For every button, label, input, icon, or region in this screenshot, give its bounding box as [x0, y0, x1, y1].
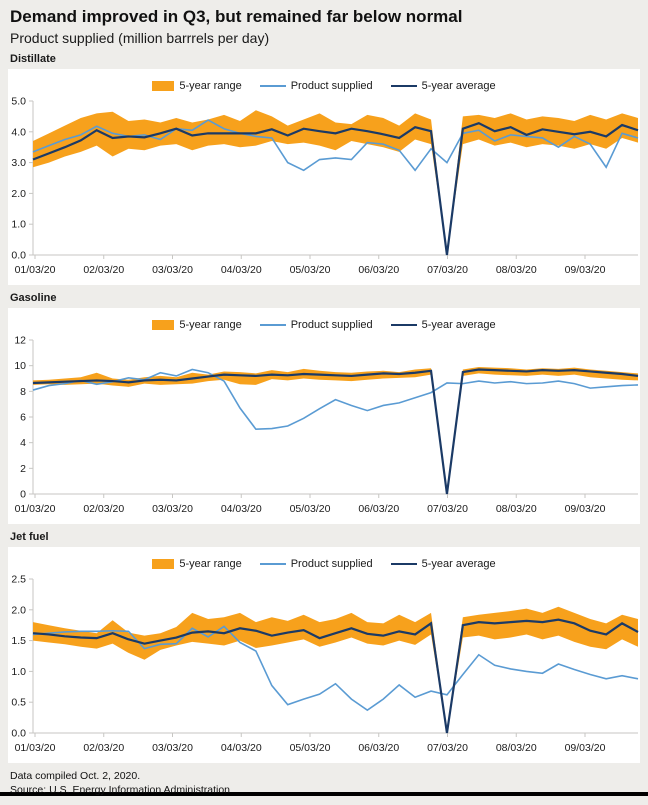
y-tick-label: 1.5 — [11, 635, 26, 647]
legend-line-light-swatch — [259, 562, 286, 565]
legend-label: 5-year average — [421, 318, 496, 331]
x-tick-label: 08/03/20 — [496, 503, 537, 515]
legend-item: 5-year range — [152, 318, 242, 331]
x-tick-label: 01/03/20 — [15, 264, 56, 276]
y-tick-label: 2.0 — [11, 187, 26, 199]
five-year-average-line — [32, 367, 639, 494]
five-year-range-band — [33, 109, 638, 255]
x-tick-label: 04/03/20 — [221, 742, 262, 754]
y-tick-label: 1.0 — [11, 218, 26, 230]
x-tick-label: 02/03/20 — [83, 503, 124, 515]
y-tick-label: 0 — [20, 488, 26, 500]
legend-band-swatch — [152, 80, 175, 91]
legend-item: Product supplied — [259, 318, 373, 331]
legend-line-light-swatch — [259, 84, 286, 87]
y-tick-label: 0.5 — [11, 696, 26, 708]
x-tick-label: 09/03/20 — [565, 742, 606, 754]
header: Demand improved in Q3, but remained far … — [0, 0, 648, 46]
x-tick-label: 09/03/20 — [565, 264, 606, 276]
y-tick-label: 5.0 — [11, 95, 26, 107]
legend-jet-fuel: 5-year range Product supplied 5-year avera… — [8, 547, 640, 573]
y-tick-label: 4.0 — [11, 126, 26, 138]
footer: Data compiled Oct. 2, 2020. Source: U.S.… — [0, 763, 648, 805]
legend-item: 5-year average — [390, 557, 496, 570]
gasoline-chart-panel: 5-year range Product supplied 5-year avera… — [8, 307, 640, 524]
legend-item: 5-year average — [390, 79, 496, 92]
section-title-jet-fuel: Jet fuel — [10, 530, 49, 543]
jet-fuel-chart-panel: 5-year range Product supplied 5-year avera… — [8, 546, 640, 763]
legend-line-dark-swatch — [390, 562, 417, 565]
five-year-average-line — [32, 121, 639, 255]
legend-item: 5-year average — [390, 318, 496, 331]
x-tick-label: 06/03/20 — [358, 503, 399, 515]
y-tick-label: 0.0 — [11, 727, 26, 739]
section-title-gasoline: Gasoline — [10, 291, 57, 304]
y-tick-label: 2.0 — [11, 604, 26, 616]
five-year-range-band — [33, 366, 638, 494]
x-tick-label: 08/03/20 — [496, 742, 537, 754]
x-tick-label: 06/03/20 — [358, 264, 399, 276]
x-tick-label: 04/03/20 — [221, 503, 262, 515]
page-title: Demand improved in Q3, but remained far … — [10, 7, 463, 26]
x-tick-label: 03/03/20 — [152, 264, 193, 276]
distillate-chart: 5.0 4.0 3.0 2.0 1.0 0.0 01/03/20 02/03/20 03/03/… — [11, 95, 639, 276]
legend-band-swatch — [152, 558, 175, 569]
legend-item: 5-year range — [152, 79, 242, 92]
section-title-distillate: Distillate — [10, 52, 56, 65]
footer-source-note: Source: U.S. Energy Information Administ… — [10, 783, 231, 796]
legend-label: 5-year average — [421, 557, 496, 570]
five-year-average-line — [32, 618, 639, 733]
x-tick-label: 02/03/20 — [83, 742, 124, 754]
legend-item: Product supplied — [259, 557, 373, 570]
y-tick-label: 1.0 — [11, 665, 26, 677]
legend-label: 5-year average — [421, 79, 496, 92]
y-tick-label: 0.0 — [11, 249, 26, 261]
legend-label: 5-year range — [179, 557, 242, 570]
product-supplied-line — [32, 368, 639, 430]
legend-distillate: 5-year range Product supplied 5-year avera… — [8, 69, 640, 95]
x-tick-label: 08/03/20 — [496, 264, 537, 276]
distillate-chart-panel: 5-year range Product supplied 5-year avera… — [8, 68, 640, 285]
legend-item: Product supplied — [259, 79, 373, 92]
legend-label: Product supplied — [290, 318, 373, 331]
y-tick-label: 12 — [14, 334, 26, 346]
x-tick-label: 02/03/20 — [83, 264, 124, 276]
page-subtitle: Product supplied (million barrrels per d… — [10, 29, 270, 46]
x-tick-label: 07/03/20 — [427, 742, 468, 754]
x-tick-label: 05/03/20 — [290, 503, 331, 515]
legend-label: Product supplied — [290, 79, 373, 92]
legend-line-dark-swatch — [390, 323, 417, 326]
legend-band-swatch — [152, 319, 175, 330]
x-tick-label: 05/03/20 — [290, 742, 331, 754]
x-tick-label: 01/03/20 — [15, 503, 56, 515]
product-supplied-line — [32, 624, 639, 711]
legend-label: 5-year range — [179, 318, 242, 331]
x-tick-label: 01/03/20 — [15, 742, 56, 754]
x-tick-label: 04/03/20 — [221, 264, 262, 276]
x-tick-label: 03/03/20 — [152, 503, 193, 515]
y-tick-label: 2.5 — [11, 573, 26, 585]
y-tick-label: 10 — [14, 360, 26, 372]
y-tick-label: 2 — [20, 462, 26, 474]
y-tick-label: 8 — [20, 385, 26, 397]
five-year-range-band — [33, 606, 638, 733]
x-tick-label: 06/03/20 — [358, 742, 399, 754]
legend-line-light-swatch — [259, 323, 286, 326]
y-tick-label: 6 — [20, 411, 26, 423]
gasoline-chart: 12 10 8 6 4 2 0 01/03/20 02/03/20 03/03/20 04/03/2… — [14, 334, 639, 515]
legend-gasoline: 5-year range Product supplied 5-year avera… — [8, 308, 640, 334]
x-tick-label: 07/03/20 — [427, 264, 468, 276]
x-tick-label: 03/03/20 — [152, 742, 193, 754]
x-tick-label: 07/03/20 — [427, 503, 468, 515]
legend-label: 5-year range — [179, 79, 242, 92]
y-tick-label: 4 — [20, 437, 26, 449]
jet-fuel-chart: 2.5 2.0 1.5 1.0 0.5 0.0 01/03/20 02/03/20 03/03/… — [11, 573, 639, 754]
y-tick-label: 3.0 — [11, 157, 26, 169]
legend-label: Product supplied — [290, 557, 373, 570]
x-tick-label: 05/03/20 — [290, 264, 331, 276]
legend-line-dark-swatch — [390, 84, 417, 87]
footer-compiled-note: Data compiled Oct. 2, 2020. — [10, 769, 141, 782]
legend-item: 5-year range — [152, 557, 242, 570]
x-tick-label: 09/03/20 — [565, 503, 606, 515]
